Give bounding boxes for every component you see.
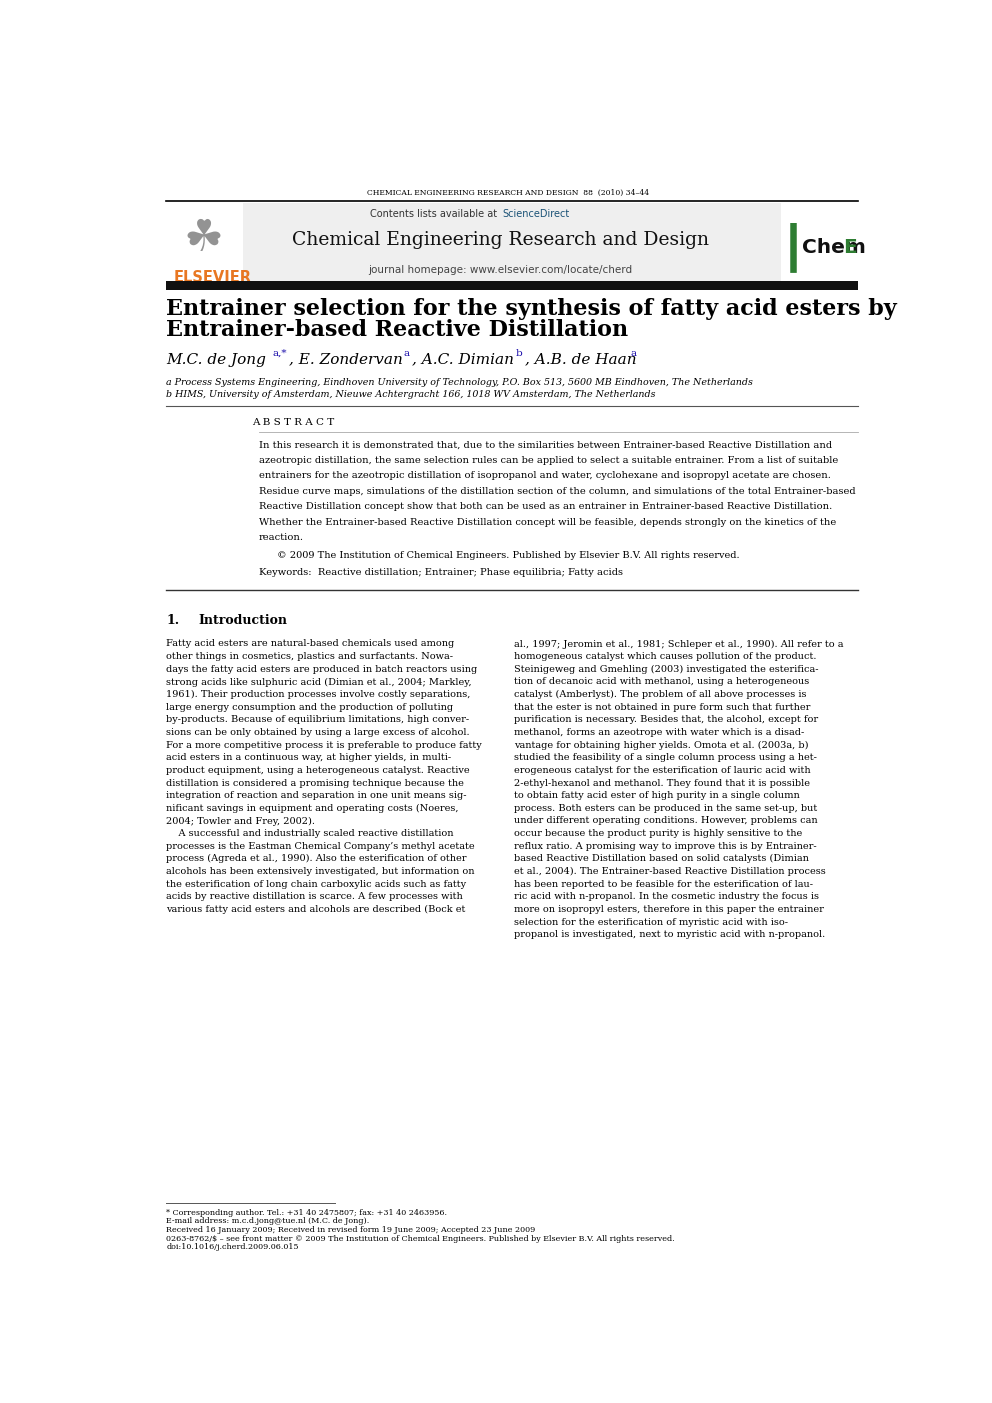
Text: A B S T R A C T: A B S T R A C T xyxy=(252,418,334,427)
Text: integration of reaction and separation in one unit means sig-: integration of reaction and separation i… xyxy=(167,791,467,800)
Text: sions can be only obtained by using a large excess of alcohol.: sions can be only obtained by using a la… xyxy=(167,728,470,737)
Text: Entrainer-based Reactive Distillation: Entrainer-based Reactive Distillation xyxy=(167,320,628,341)
Text: vantage for obtaining higher yields. Omota et al. (2003a, b): vantage for obtaining higher yields. Omo… xyxy=(514,741,808,749)
Text: process. Both esters can be produced in the same set-up, but: process. Both esters can be produced in … xyxy=(514,804,817,812)
Bar xyxy=(167,203,241,283)
Text: reaction.: reaction. xyxy=(259,533,304,543)
Text: studied the feasibility of a single column process using a het-: studied the feasibility of a single colu… xyxy=(514,753,816,762)
Text: ☘: ☘ xyxy=(184,217,223,260)
Text: Entrainer selection for the synthesis of fatty acid esters by: Entrainer selection for the synthesis of… xyxy=(167,297,897,320)
Text: product equipment, using a heterogeneous catalyst. Reactive: product equipment, using a heterogeneous… xyxy=(167,766,470,774)
Text: Residue curve maps, simulations of the distillation section of the column, and s: Residue curve maps, simulations of the d… xyxy=(259,487,855,495)
Text: 0263-8762/$ – see front matter © 2009 The Institution of Chemical Engineers. Pub: 0263-8762/$ – see front matter © 2009 Th… xyxy=(167,1235,675,1243)
Text: In this research it is demonstrated that, due to the similarities between Entrai: In this research it is demonstrated that… xyxy=(259,441,831,449)
Text: more on isopropyl esters, therefore in this paper the entrainer: more on isopropyl esters, therefore in t… xyxy=(514,905,823,913)
Text: ric acid with n-propanol. In the cosmetic industry the focus is: ric acid with n-propanol. In the cosmeti… xyxy=(514,892,818,901)
Bar xyxy=(243,203,782,283)
Text: catalyst (Amberlyst). The problem of all above processes is: catalyst (Amberlyst). The problem of all… xyxy=(514,690,806,699)
Text: Received 16 January 2009; Received in revised form 19 June 2009; Accepted 23 Jun: Received 16 January 2009; Received in re… xyxy=(167,1226,536,1235)
Text: © 2009 The Institution of Chemical Engineers. Published by Elsevier B.V. All rig: © 2009 The Institution of Chemical Engin… xyxy=(277,551,740,560)
Text: acid esters in a continuous way, at higher yields, in multi-: acid esters in a continuous way, at high… xyxy=(167,753,451,762)
Text: by-products. Because of equilibrium limitations, high conver-: by-products. Because of equilibrium limi… xyxy=(167,716,469,724)
Text: under different operating conditions. However, problems can: under different operating conditions. Ho… xyxy=(514,817,817,825)
Text: 2004; Towler and Frey, 2002).: 2004; Towler and Frey, 2002). xyxy=(167,817,315,825)
Text: the esterification of long chain carboxylic acids such as fatty: the esterification of long chain carboxy… xyxy=(167,880,466,888)
Text: al., 1997; Jeromin et al., 1981; Schleper et al., 1990). All refer to a: al., 1997; Jeromin et al., 1981; Schlepe… xyxy=(514,640,843,648)
Text: a,*: a,* xyxy=(273,348,287,358)
Text: , E. Zondervan: , E. Zondervan xyxy=(290,352,403,366)
Text: a: a xyxy=(631,348,637,358)
Text: journal homepage: www.elsevier.com/locate/cherd: journal homepage: www.elsevier.com/locat… xyxy=(369,265,633,275)
Text: homogeneous catalyst which causes pollution of the product.: homogeneous catalyst which causes pollut… xyxy=(514,652,816,661)
Text: based Reactive Distillation based on solid catalysts (Dimian: based Reactive Distillation based on sol… xyxy=(514,854,808,863)
Text: b HIMS, University of Amsterdam, Nieuwe Achtergracht 166, 1018 WV Amsterdam, The: b HIMS, University of Amsterdam, Nieuwe … xyxy=(167,390,656,398)
Text: has been reported to be feasible for the esterification of lau-: has been reported to be feasible for the… xyxy=(514,880,812,888)
Text: entrainers for the azeotropic distillation of isopropanol and water, cyclohexane: entrainers for the azeotropic distillati… xyxy=(259,471,830,480)
Text: Reactive Distillation concept show that both can be used as an entrainer in Entr: Reactive Distillation concept show that … xyxy=(259,502,831,511)
Text: purification is necessary. Besides that, the alcohol, except for: purification is necessary. Besides that,… xyxy=(514,716,818,724)
Text: For a more competitive process it is preferable to produce fatty: For a more competitive process it is pre… xyxy=(167,741,482,749)
Text: tion of decanoic acid with methanol, using a heterogeneous: tion of decanoic acid with methanol, usi… xyxy=(514,678,809,686)
Text: , A.C. Dimian: , A.C. Dimian xyxy=(413,352,514,366)
Text: 1.: 1. xyxy=(167,613,180,627)
Text: Introduction: Introduction xyxy=(198,613,288,627)
Text: ScienceDirect: ScienceDirect xyxy=(502,209,569,219)
Text: a: a xyxy=(403,348,409,358)
Text: to obtain fatty acid ester of high purity in a single column: to obtain fatty acid ester of high purit… xyxy=(514,791,800,800)
Text: that the ester is not obtained in pure form such that further: that the ester is not obtained in pure f… xyxy=(514,703,810,711)
Text: ELSEVIER: ELSEVIER xyxy=(174,269,252,285)
Text: 1961). Their production processes involve costly separations,: 1961). Their production processes involv… xyxy=(167,690,470,699)
Text: azeotropic distillation, the same selection rules can be applied to select a sui: azeotropic distillation, the same select… xyxy=(259,456,838,464)
Text: E-mail address: m.c.d.jong@tue.nl (M.C. de Jong).: E-mail address: m.c.d.jong@tue.nl (M.C. … xyxy=(167,1218,370,1225)
Text: Contents lists available at: Contents lists available at xyxy=(370,209,501,219)
Text: a Process Systems Engineering, Eindhoven University of Technology, P.O. Box 513,: a Process Systems Engineering, Eindhoven… xyxy=(167,377,753,387)
Text: ┃: ┃ xyxy=(781,222,806,272)
Text: large energy consumption and the production of polluting: large energy consumption and the product… xyxy=(167,703,453,711)
Text: doi:10.1016/j.cherd.2009.06.015: doi:10.1016/j.cherd.2009.06.015 xyxy=(167,1243,299,1251)
Text: occur because the product purity is highly sensitive to the: occur because the product purity is high… xyxy=(514,829,802,838)
Text: E: E xyxy=(843,237,857,257)
Text: Keywords:  Reactive distillation; Entrainer; Phase equilibria; Fatty acids: Keywords: Reactive distillation; Entrain… xyxy=(259,568,623,577)
Text: Whether the Entrainer-based Reactive Distillation concept will be feasible, depe: Whether the Entrainer-based Reactive Dis… xyxy=(259,518,836,528)
Text: selection for the esterification of myristic acid with iso-: selection for the esterification of myri… xyxy=(514,918,788,926)
Text: distillation is considered a promising technique because the: distillation is considered a promising t… xyxy=(167,779,464,787)
Text: , A.B. de Haan: , A.B. de Haan xyxy=(525,352,636,366)
Text: reflux ratio. A promising way to improve this is by Entrainer-: reflux ratio. A promising way to improve… xyxy=(514,842,816,850)
Text: days the fatty acid esters are produced in batch reactors using: days the fatty acid esters are produced … xyxy=(167,665,477,673)
Text: methanol, forms an azeotrope with water which is a disad-: methanol, forms an azeotrope with water … xyxy=(514,728,805,737)
Text: M.C. de Jong: M.C. de Jong xyxy=(167,352,266,366)
Text: Steinigeweg and Gmehling (2003) investigated the esterifica-: Steinigeweg and Gmehling (2003) investig… xyxy=(514,665,818,673)
Text: CHEMICAL ENGINEERING RESEARCH AND DESIGN  88  (2010) 34–44: CHEMICAL ENGINEERING RESEARCH AND DESIGN… xyxy=(367,189,650,198)
Text: Fatty acid esters are natural-based chemicals used among: Fatty acid esters are natural-based chem… xyxy=(167,640,454,648)
Text: 2-ethyl-hexanol and methanol. They found that it is possible: 2-ethyl-hexanol and methanol. They found… xyxy=(514,779,809,787)
Text: acids by reactive distillation is scarce. A few processes with: acids by reactive distillation is scarce… xyxy=(167,892,463,901)
Text: various fatty acid esters and alcohols are described (Bock et: various fatty acid esters and alcohols a… xyxy=(167,905,465,913)
Text: A successful and industrially scaled reactive distillation: A successful and industrially scaled rea… xyxy=(167,829,453,838)
Text: strong acids like sulphuric acid (Dimian et al., 2004; Markley,: strong acids like sulphuric acid (Dimian… xyxy=(167,678,472,686)
Text: process (Agreda et al., 1990). Also the esterification of other: process (Agreda et al., 1990). Also the … xyxy=(167,854,467,863)
Text: et al., 2004). The Entrainer-based Reactive Distillation process: et al., 2004). The Entrainer-based React… xyxy=(514,867,825,875)
Text: propanol is investigated, next to myristic acid with n-propanol.: propanol is investigated, next to myrist… xyxy=(514,930,825,939)
Text: Chemical Engineering Research and Design: Chemical Engineering Research and Design xyxy=(293,230,709,248)
Text: nificant savings in equipment and operating costs (Noeres,: nificant savings in equipment and operat… xyxy=(167,804,458,812)
Text: Chem: Chem xyxy=(803,237,866,257)
Text: processes is the Eastman Chemical Company’s methyl acetate: processes is the Eastman Chemical Compan… xyxy=(167,842,475,850)
Text: alcohols has been extensively investigated, but information on: alcohols has been extensively investigat… xyxy=(167,867,475,875)
Text: b: b xyxy=(516,348,523,358)
Text: * Corresponding author. Tel.: +31 40 2475807; fax: +31 40 2463956.: * Corresponding author. Tel.: +31 40 247… xyxy=(167,1209,447,1216)
Text: other things in cosmetics, plastics and surfactants. Nowa-: other things in cosmetics, plastics and … xyxy=(167,652,453,661)
Text: erogeneous catalyst for the esterification of lauric acid with: erogeneous catalyst for the esterificati… xyxy=(514,766,810,774)
Bar xyxy=(167,281,858,290)
